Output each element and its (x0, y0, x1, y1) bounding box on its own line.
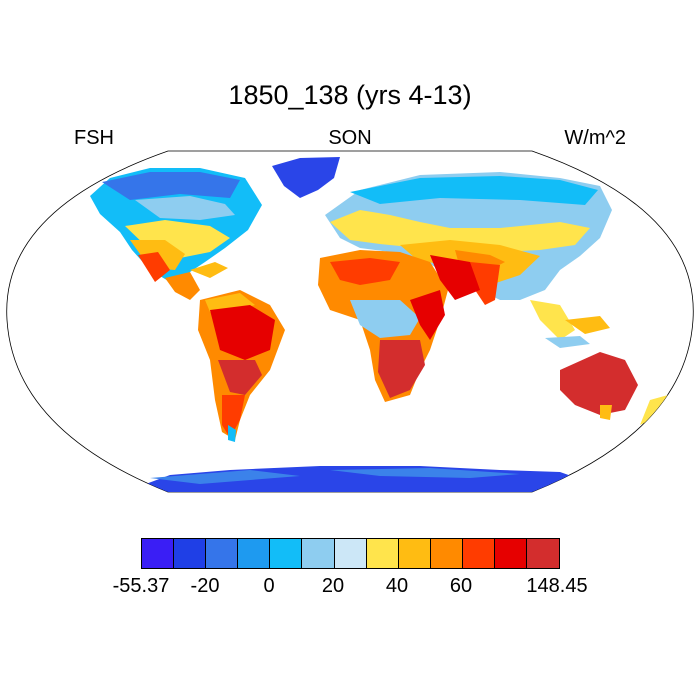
europe-asia (325, 172, 612, 305)
colorbar-swatch (462, 539, 496, 568)
antarctica (120, 466, 600, 492)
colorbar-label: 148.45 (526, 575, 588, 597)
arabian-peninsula (430, 255, 480, 300)
colorbar-swatch (302, 539, 335, 568)
colorbar-label: 0 (263, 575, 275, 597)
colorbar (141, 538, 561, 569)
colorbar-swatch (238, 539, 271, 568)
australia (560, 352, 638, 420)
colorbar-swatch (142, 539, 175, 568)
map-title: 1850_138 (yrs 4-13) (228, 80, 472, 110)
colorbar-label: 60 (449, 575, 473, 597)
new-zealand (640, 395, 668, 425)
colorbar-swatch (174, 539, 207, 568)
variable-label: FSH (74, 127, 114, 149)
season-label: SON (328, 127, 372, 149)
colorbar-label: 20 (321, 575, 345, 597)
colorbar-swatch (430, 539, 463, 568)
north-america (90, 168, 262, 300)
colorbar-swatch (366, 539, 399, 568)
colorbar-label: 40 (385, 575, 409, 597)
colorbar-swatch (398, 539, 431, 568)
southeast-asia (530, 300, 610, 348)
colorbar-label: -20 (190, 575, 220, 597)
colorbar-label: -55.37 (112, 575, 170, 597)
colorbar-swatch (206, 539, 239, 568)
south-america (198, 290, 285, 442)
colorbar-swatch (270, 539, 303, 568)
units-label: W/m^2 (564, 127, 626, 149)
africa (318, 250, 448, 402)
greenland (272, 157, 340, 198)
colorbar-swatch (495, 539, 528, 568)
colorbar-swatch (334, 539, 367, 568)
colorbar-swatch (527, 539, 560, 568)
